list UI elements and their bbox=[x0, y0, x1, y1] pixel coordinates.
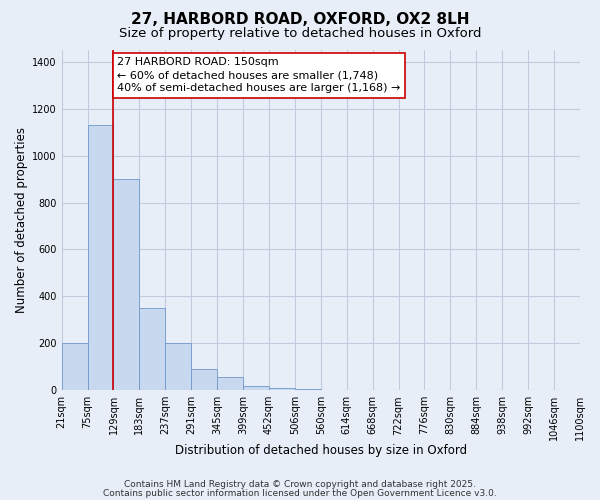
Bar bbox=[88, 125, 113, 390]
Bar bbox=[62, 344, 88, 390]
Bar bbox=[166, 344, 191, 390]
Bar bbox=[295, 389, 321, 390]
Bar bbox=[243, 386, 269, 390]
Text: Contains public sector information licensed under the Open Government Licence v3: Contains public sector information licen… bbox=[103, 488, 497, 498]
Text: Size of property relative to detached houses in Oxford: Size of property relative to detached ho… bbox=[119, 28, 481, 40]
Y-axis label: Number of detached properties: Number of detached properties bbox=[15, 127, 28, 313]
Bar bbox=[139, 308, 166, 390]
X-axis label: Distribution of detached houses by size in Oxford: Distribution of detached houses by size … bbox=[175, 444, 467, 458]
Text: Contains HM Land Registry data © Crown copyright and database right 2025.: Contains HM Land Registry data © Crown c… bbox=[124, 480, 476, 489]
Text: 27 HARBORD ROAD: 150sqm
← 60% of detached houses are smaller (1,748)
40% of semi: 27 HARBORD ROAD: 150sqm ← 60% of detache… bbox=[118, 57, 401, 94]
Text: 27, HARBORD ROAD, OXFORD, OX2 8LH: 27, HARBORD ROAD, OXFORD, OX2 8LH bbox=[131, 12, 469, 28]
Bar bbox=[191, 369, 217, 390]
Bar bbox=[269, 388, 295, 390]
Bar bbox=[113, 179, 139, 390]
Bar bbox=[217, 378, 243, 390]
